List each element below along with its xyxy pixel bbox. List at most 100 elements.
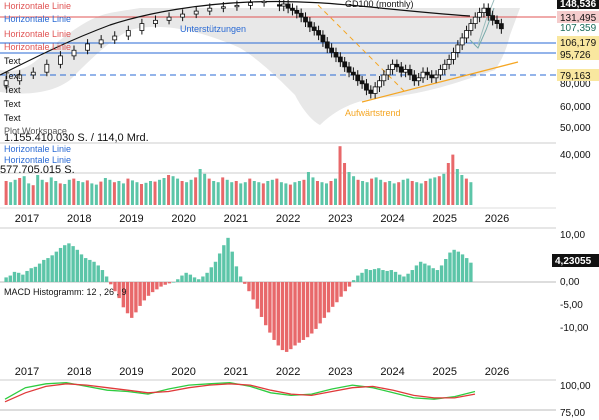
candle-body (494, 19, 500, 25)
volume-bar (410, 181, 414, 205)
macd-bar (163, 282, 167, 285)
candle-body (234, 4, 240, 8)
volume-bar (315, 181, 319, 205)
volume-bar (171, 176, 175, 205)
x-tick-label: 2018 (67, 366, 91, 378)
macd-bars (4, 237, 473, 352)
overlay-label-1[interactable]: Horizontale Linie (4, 1, 71, 11)
macd-bar (142, 282, 146, 301)
macd-bar (171, 282, 176, 283)
volume-bar (275, 178, 279, 205)
x-tick-label: 2021 (224, 213, 248, 225)
volume-bar (257, 182, 261, 205)
orange-dashed-decline[interactable] (317, 4, 406, 93)
badge-131-bg (557, 11, 599, 23)
volume-hline-label-2[interactable]: Horizontale Linie (4, 155, 71, 165)
macd-bar (272, 282, 276, 340)
candle-body (248, 2, 253, 6)
candle-body (394, 63, 400, 68)
volume-bar (424, 181, 428, 205)
candle-body (290, 7, 295, 11)
macd-bar (188, 274, 193, 282)
candle-body (44, 63, 50, 73)
macd-bar (251, 282, 255, 300)
macd-bar (92, 261, 96, 282)
stoch-line-red (4, 383, 476, 403)
candle-body (481, 7, 487, 13)
volume-bar (108, 179, 112, 205)
macd-bar (209, 267, 213, 282)
volume-bar (144, 182, 148, 205)
macd-bar (33, 266, 38, 282)
volume-bar (4, 181, 8, 205)
volume-bar (99, 181, 103, 205)
macd-bar (75, 249, 79, 282)
volume-bar (126, 178, 130, 205)
volume-bar (464, 178, 468, 205)
volume-bar (194, 177, 198, 205)
volume-bar (329, 181, 333, 205)
volume-bar (324, 183, 328, 205)
volume-bar (153, 181, 157, 205)
overlay-label-4[interactable]: Horizontale Linie (4, 42, 71, 52)
overlay-label-7[interactable]: Text (4, 85, 21, 95)
uptrend-line[interactable] (361, 61, 519, 103)
overlay-label-3[interactable]: Horizontale Linie (4, 29, 71, 39)
candle-body (355, 74, 361, 82)
forecast-line-2 (477, 0, 495, 46)
macd-bar (322, 282, 327, 318)
macd-bar (297, 282, 301, 343)
candle-body (459, 37, 465, 46)
x-tick-label: 2023 (328, 213, 352, 225)
overlay-label-6[interactable]: Text (4, 71, 21, 81)
candle-body (307, 21, 313, 28)
candle-body (3, 80, 9, 86)
macd-bar (134, 282, 138, 313)
candle-body (311, 26, 317, 31)
candle-body (346, 66, 352, 73)
stoch-tick-75: 75,00 (560, 408, 585, 419)
volume-bars (4, 146, 473, 205)
volume-hline-label-1[interactable]: Horizontale Linie (4, 144, 71, 154)
macd-bar (326, 282, 331, 313)
badge-79: 79,163 (560, 71, 591, 82)
overlay-label-9[interactable]: Text (4, 113, 21, 123)
candle-body (446, 58, 452, 65)
macd-bar (234, 266, 239, 282)
volume-bar (85, 180, 89, 205)
candle-body (407, 69, 413, 76)
macd-bar (113, 282, 117, 292)
overlay-label-8[interactable]: Text (4, 99, 21, 109)
overlay-label-5[interactable]: Text (4, 56, 21, 66)
volume-bar (207, 178, 211, 205)
macd-bar (284, 282, 289, 352)
macd-bar (381, 270, 385, 282)
volume-bar (139, 184, 143, 205)
volume-bar (334, 178, 338, 205)
volume-bar (103, 178, 107, 205)
price-tick-50: 50,000 (560, 123, 591, 134)
candle-body (320, 34, 326, 43)
macd-bar (247, 282, 251, 292)
volume-bar (455, 169, 459, 205)
volume-tick-40000: 40,000 (560, 150, 591, 161)
candle-body (316, 30, 321, 36)
x-tick-label: 2024 (380, 366, 404, 378)
lower-x-axis: 2017 2018 2019 2020 2021 2022 2023 2024 2025 2026 (15, 366, 509, 378)
macd-bar (398, 274, 402, 282)
volume-bar (415, 182, 419, 205)
volume-bar (54, 181, 58, 205)
candle-body (398, 66, 404, 73)
macd-tick-m10: -10,00 (560, 323, 589, 334)
price-tick-80: 80,000 (560, 79, 591, 90)
volume-bar (216, 182, 220, 205)
overlay-label-2[interactable]: Horizontale Linie (4, 14, 71, 24)
volume-bar (31, 185, 35, 205)
volume-bar (306, 172, 310, 205)
macd-bar (452, 249, 456, 282)
badge-106: 106,179 (560, 38, 597, 49)
volume-bar (203, 173, 207, 205)
volume-bar (356, 179, 360, 205)
candle-body (342, 61, 348, 68)
